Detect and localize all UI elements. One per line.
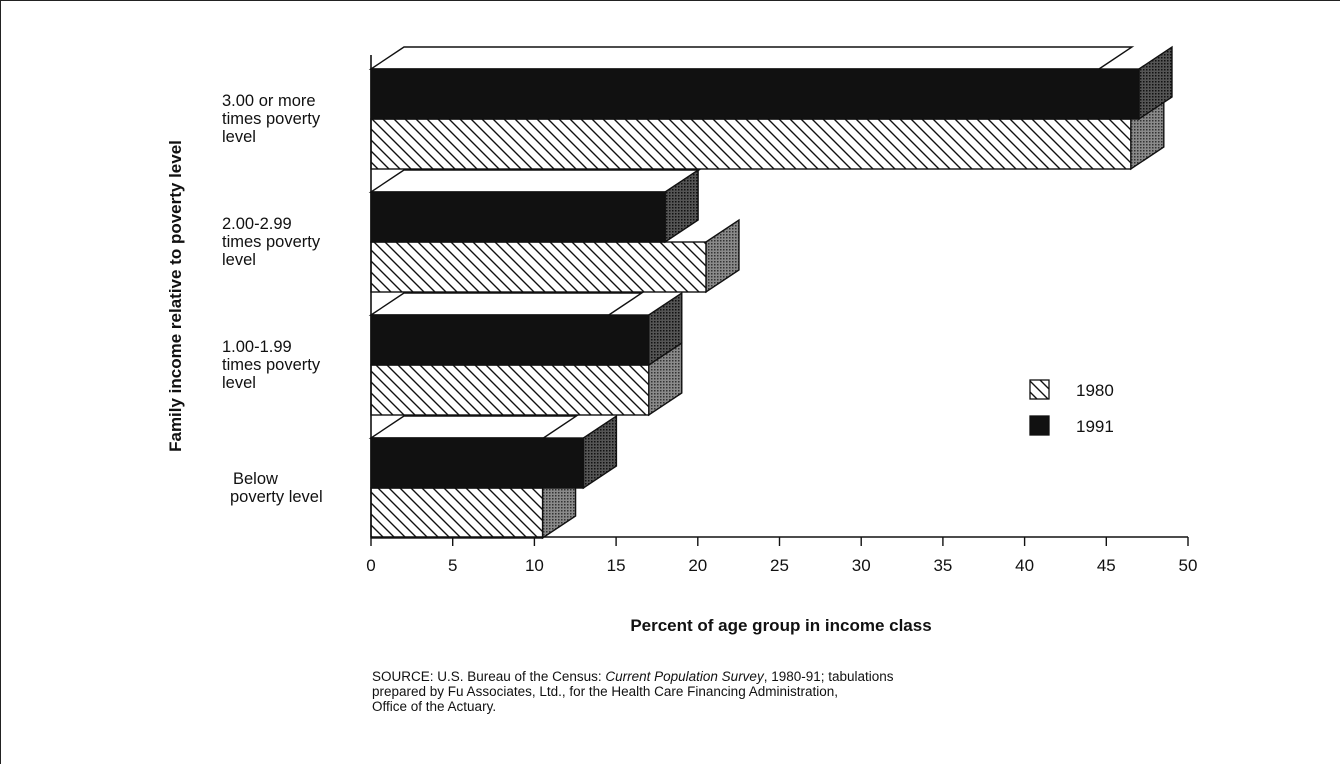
bar-1991-face <box>370 68 1140 120</box>
category-label-line: times poverty <box>222 233 321 251</box>
x-tick-label: 40 <box>1015 556 1034 575</box>
group-top-plate <box>368 415 579 439</box>
x-tick-label: 5 <box>448 556 457 575</box>
bar-1980 <box>370 464 577 540</box>
bar-1980 <box>370 341 683 417</box>
category-label-line: poverty level <box>230 488 323 506</box>
category-label-line: level <box>222 251 256 269</box>
category-label-line: times poverty <box>222 110 321 128</box>
y-axis-title: Family income relative to poverty level <box>166 140 185 452</box>
bar-1991-side <box>1138 45 1173 121</box>
category-label-line: times poverty <box>222 356 321 374</box>
category-label-line: level <box>222 374 256 392</box>
x-tick-label: 45 <box>1097 556 1116 575</box>
category-label-line: 3.00 or more <box>222 92 316 110</box>
bar-1991 <box>370 291 683 367</box>
legend-swatch <box>1029 415 1050 436</box>
group-top-plate <box>368 169 702 193</box>
group-top-plate <box>368 46 1135 70</box>
legend-swatch <box>1029 379 1050 400</box>
x-axis-title: Percent of age group in income class <box>630 616 932 635</box>
legend-label: 1980 <box>1076 381 1114 400</box>
source-suffix: , 1980-91; tabulations <box>763 669 894 684</box>
source-prefix: SOURCE: U.S. Bureau of the Census: <box>372 669 606 684</box>
bar-1980 <box>370 218 740 294</box>
legend-label: 1991 <box>1076 417 1114 436</box>
category-label-line: 2.00-2.99 <box>222 215 292 233</box>
bar-1980-face <box>370 487 544 539</box>
source-note: SOURCE: U.S. Bureau of the Census: Curre… <box>372 669 1132 714</box>
category-label-line: level <box>222 128 256 146</box>
bar-1991 <box>370 414 618 490</box>
x-tick-label: 20 <box>688 556 707 575</box>
x-tick-label: 0 <box>366 556 375 575</box>
category-label-line: Below <box>233 470 278 488</box>
bar-1980 <box>370 95 1165 171</box>
bar-1980-face <box>370 241 707 293</box>
bar-1980-face <box>370 364 650 416</box>
source-line-3: Office of the Actuary. <box>372 699 497 714</box>
x-tick-label: 10 <box>525 556 544 575</box>
bar-1980-face <box>370 118 1132 170</box>
bar-1991-face <box>370 314 650 366</box>
x-tick-label: 50 <box>1179 556 1198 575</box>
x-tick-label: 35 <box>933 556 952 575</box>
legend-entry-1980: 1980 <box>1029 379 1114 400</box>
bar-1991 <box>370 168 699 244</box>
bars-group <box>368 45 1173 540</box>
bar-1991-face <box>370 191 666 243</box>
category-label-line: 1.00-1.99 <box>222 338 292 356</box>
group-top-plate <box>368 292 645 316</box>
x-tick-label: 15 <box>607 556 626 575</box>
x-tick-label: 30 <box>852 556 871 575</box>
source-title: Current Population Survey <box>605 669 764 684</box>
x-tick-label: 25 <box>770 556 789 575</box>
x-axis: 0 5 10 15 20 25 30 35 40 45 50 <box>366 55 1197 575</box>
source-line-2: prepared by Fu Associates, Ltd., for the… <box>372 684 838 699</box>
legend: 1980 1991 <box>1029 379 1114 436</box>
bar-1980-side <box>705 218 740 294</box>
legend-entry-1991: 1991 <box>1029 415 1114 436</box>
bar-1991-face <box>370 437 585 489</box>
bar-1991-side <box>582 414 618 490</box>
